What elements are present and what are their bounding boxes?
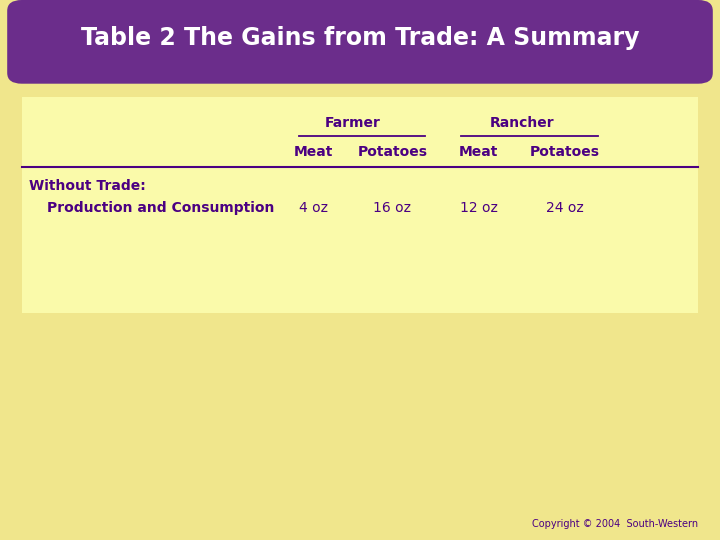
Text: Without Trade:: Without Trade: bbox=[29, 179, 145, 193]
FancyBboxPatch shape bbox=[22, 97, 698, 313]
Text: Potatoes: Potatoes bbox=[357, 145, 428, 159]
Text: 4 oz: 4 oz bbox=[299, 201, 328, 215]
Text: Rancher: Rancher bbox=[490, 116, 554, 130]
FancyBboxPatch shape bbox=[7, 0, 713, 84]
Text: 16 oz: 16 oz bbox=[374, 201, 411, 215]
Text: Potatoes: Potatoes bbox=[530, 145, 600, 159]
Text: Meat: Meat bbox=[459, 145, 498, 159]
Text: Copyright © 2004  South-Western: Copyright © 2004 South-Western bbox=[532, 519, 698, 529]
Text: Production and Consumption: Production and Consumption bbox=[47, 201, 274, 215]
Text: Meat: Meat bbox=[294, 145, 333, 159]
Text: Table 2 The Gains from Trade: A Summary: Table 2 The Gains from Trade: A Summary bbox=[81, 26, 639, 50]
Text: Farmer: Farmer bbox=[325, 116, 381, 130]
Text: 12 oz: 12 oz bbox=[460, 201, 498, 215]
Text: 24 oz: 24 oz bbox=[546, 201, 584, 215]
